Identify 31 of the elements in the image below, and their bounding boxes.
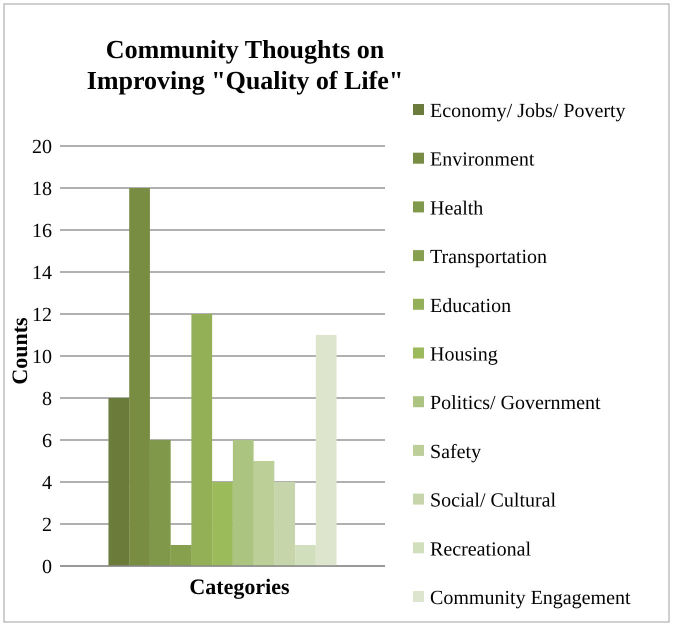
legend-label: Economy/ Jobs/ Poverty xyxy=(430,100,626,122)
bar xyxy=(108,398,130,566)
legend-label: Environment xyxy=(430,148,535,171)
legend-label: Community Engagement xyxy=(430,587,631,609)
legend-label: Education xyxy=(430,294,512,317)
legend-label: Health xyxy=(430,197,484,220)
legend-label: Politics/ Government xyxy=(430,392,601,414)
bar xyxy=(274,482,296,566)
y-tick-label: 18 xyxy=(32,178,52,200)
y-tick-label: 8 xyxy=(42,388,52,410)
y-tick-label: 10 xyxy=(32,346,52,368)
y-tick-label: 14 xyxy=(32,262,52,284)
legend-label: Housing xyxy=(430,344,498,366)
bar xyxy=(254,461,274,566)
y-tick-label: 4 xyxy=(42,472,52,494)
x-axis-title: Categories xyxy=(189,574,290,599)
bar xyxy=(232,440,254,566)
legend-label: Safety xyxy=(430,440,482,463)
bar xyxy=(316,335,337,566)
chart-title: Community Thoughts on Improving "Quality of Life" xyxy=(86,35,404,95)
y-tick-label: 20 xyxy=(32,136,52,158)
bar xyxy=(295,545,316,566)
y-tick-label: 0 xyxy=(42,556,52,578)
y-tick-label: 12 xyxy=(32,304,52,326)
y-tick-label: 16 xyxy=(32,220,52,242)
y-tick-label: 6 xyxy=(42,430,52,452)
y-axis-title: Counts xyxy=(7,316,32,385)
legend-label: Social/ Cultural xyxy=(430,490,557,512)
y-tick-label: 2 xyxy=(42,514,52,536)
legend-label: Transportation xyxy=(430,246,548,268)
legend-label: Recreational xyxy=(430,538,532,560)
